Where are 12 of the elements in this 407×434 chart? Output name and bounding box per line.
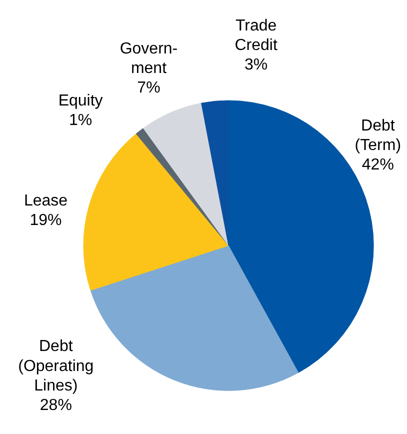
data-label: 7% — [137, 80, 160, 97]
slice-label: Lease — [24, 192, 68, 210]
slice-label: Debt (Term) — [354, 117, 402, 154]
data-label: 1% — [69, 112, 92, 129]
slice-label: Debt (Operating Lines) — [18, 338, 94, 394]
slice-label: Govern- ment — [120, 40, 178, 78]
data-label: 3% — [244, 56, 268, 74]
data-label: 19% — [30, 212, 62, 230]
data-label: 42% — [362, 156, 394, 174]
data-label: 28% — [40, 396, 72, 414]
slice-label: Equity — [58, 92, 103, 110]
slice-label: Trade Credit — [234, 17, 278, 54]
